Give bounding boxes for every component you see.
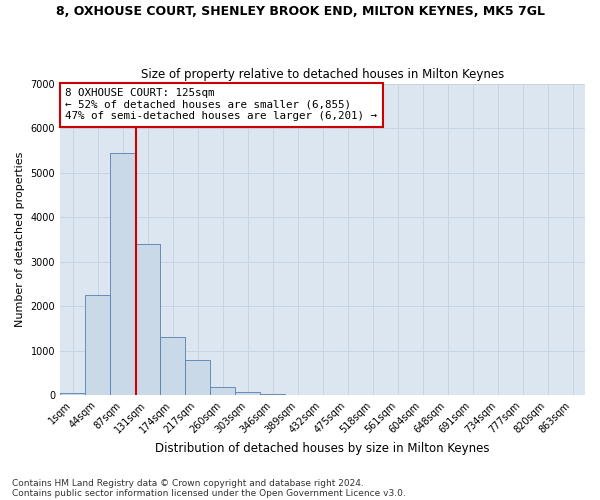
Text: Contains public sector information licensed under the Open Government Licence v3: Contains public sector information licen… <box>12 488 406 498</box>
X-axis label: Distribution of detached houses by size in Milton Keynes: Distribution of detached houses by size … <box>155 442 490 455</box>
Text: 8, OXHOUSE COURT, SHENLEY BROOK END, MILTON KEYNES, MK5 7GL: 8, OXHOUSE COURT, SHENLEY BROOK END, MIL… <box>56 5 545 18</box>
Title: Size of property relative to detached houses in Milton Keynes: Size of property relative to detached ho… <box>141 68 504 81</box>
Text: Contains HM Land Registry data © Crown copyright and database right 2024.: Contains HM Land Registry data © Crown c… <box>12 478 364 488</box>
Bar <box>135 244 160 395</box>
Bar <box>160 338 185 395</box>
Bar <box>185 360 210 395</box>
Bar <box>60 393 85 395</box>
Bar <box>210 388 235 395</box>
Bar <box>235 392 260 395</box>
Text: 8 OXHOUSE COURT: 125sqm
← 52% of detached houses are smaller (6,855)
47% of semi: 8 OXHOUSE COURT: 125sqm ← 52% of detache… <box>65 88 377 122</box>
Bar <box>110 152 135 395</box>
Y-axis label: Number of detached properties: Number of detached properties <box>15 152 25 327</box>
Bar <box>85 295 110 395</box>
Bar <box>260 394 285 395</box>
